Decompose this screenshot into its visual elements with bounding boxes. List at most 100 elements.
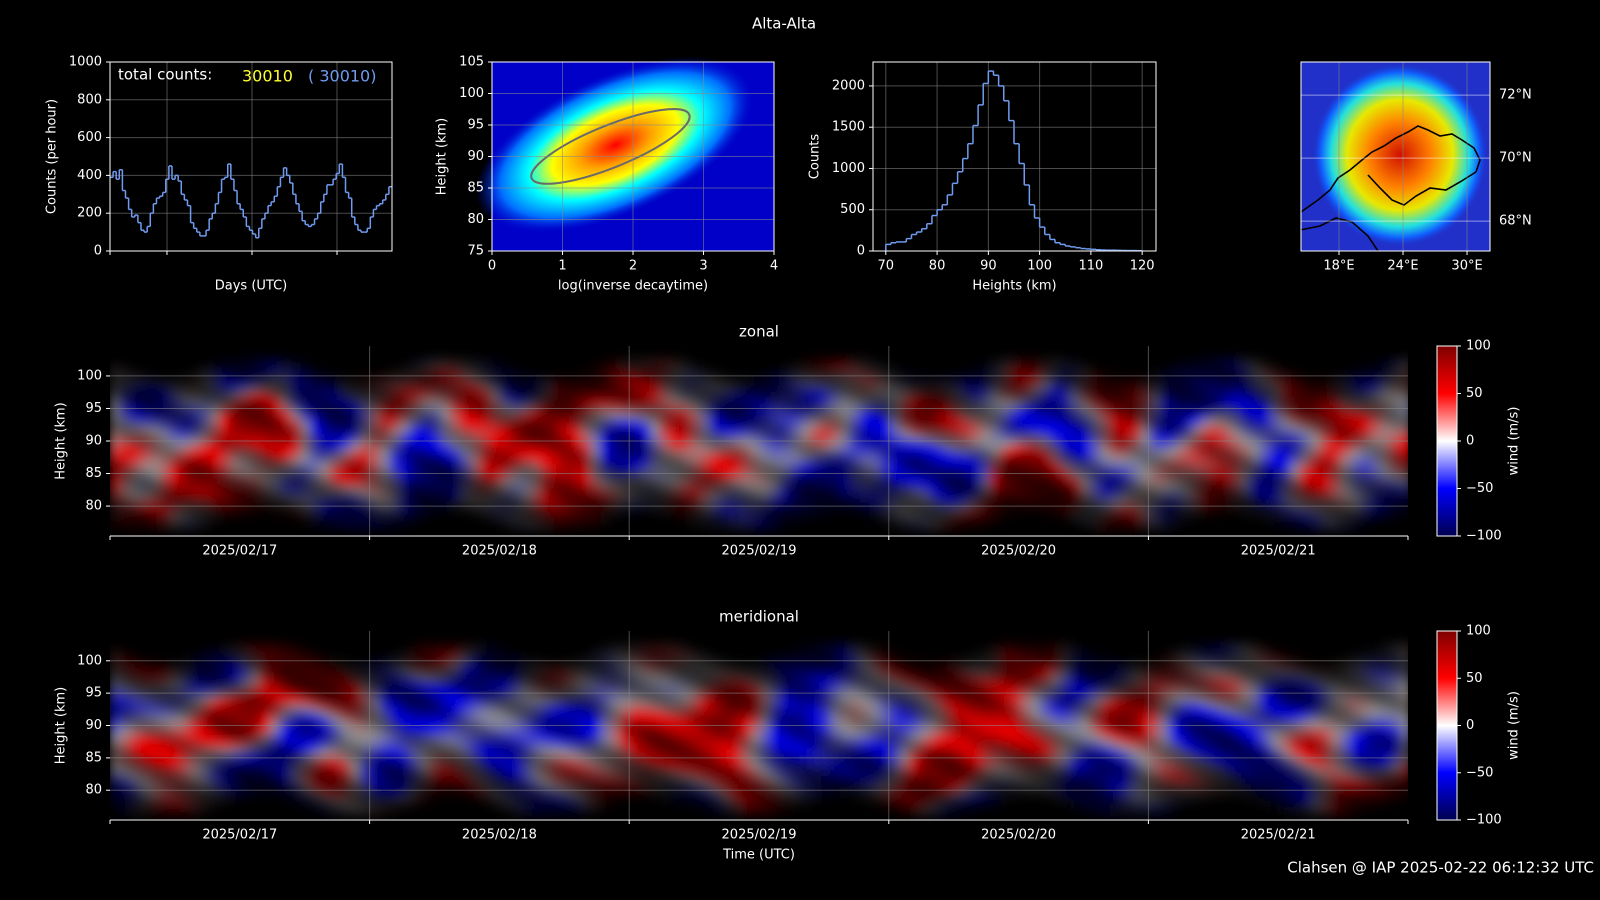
wind-cell [860, 434, 871, 442]
wind-cell [1110, 446, 1121, 454]
wind-cell [1270, 404, 1281, 412]
wind-cell [210, 356, 221, 363]
wind-cell [160, 743, 171, 751]
wind-cell [170, 791, 181, 799]
wind-cell [500, 488, 511, 496]
wind-cell [910, 488, 921, 496]
wind-cell [1270, 416, 1281, 424]
wind-cell [800, 422, 811, 430]
wind-cell [650, 392, 661, 400]
wind-cell [300, 512, 311, 520]
wind-cell [910, 524, 921, 532]
wind-cell [400, 458, 411, 466]
wind-cell [280, 671, 291, 679]
wind-cell [160, 410, 171, 418]
wind-cell [280, 803, 291, 810]
wind-cell [730, 434, 741, 442]
wind-cell [1210, 482, 1221, 490]
wind-cell [1340, 434, 1351, 442]
wind-cell [300, 356, 311, 363]
wind-cell [170, 647, 181, 654]
wind-cell [290, 665, 301, 673]
wind-cell [940, 488, 951, 496]
wind-cell [1350, 482, 1361, 490]
wind-cell [1120, 464, 1131, 472]
wind-cell [790, 482, 801, 490]
wind-cell [1220, 482, 1231, 490]
wind-cell [950, 356, 961, 363]
wind-cell [180, 392, 191, 400]
wind-cell [1380, 434, 1391, 442]
wind-cell [200, 725, 211, 733]
wind-cell [820, 380, 831, 388]
wind-cell [780, 524, 791, 532]
wind-cell [420, 362, 431, 370]
wind-cell [340, 368, 351, 375]
wind-cell [240, 647, 251, 655]
wind-cell [430, 524, 441, 531]
wind-cell [1360, 386, 1371, 394]
wind-cell [790, 386, 801, 394]
wind-cell [900, 446, 911, 454]
wind-cell [460, 482, 471, 490]
wind-cell [740, 380, 751, 388]
wind-cell [660, 458, 671, 466]
wind-cell [210, 488, 221, 496]
wind-cell [560, 374, 571, 382]
wind-cell [1240, 434, 1251, 442]
wind-cell [310, 641, 321, 648]
wind-cell [900, 458, 911, 466]
wind-cell [310, 773, 321, 781]
wind-cell [1090, 488, 1101, 496]
wind-cell [840, 362, 851, 370]
wind-cell [1360, 506, 1371, 514]
wind-cell [750, 392, 761, 400]
wind-cell [720, 452, 731, 460]
wind-cell [160, 446, 171, 454]
wind-cell [1330, 494, 1341, 502]
wind-cell [530, 488, 541, 496]
wind-cell [1180, 476, 1191, 484]
wind-cell [910, 380, 921, 388]
wind-cell [330, 665, 341, 673]
wind-cell [340, 464, 351, 472]
wind-cell [260, 707, 271, 715]
wind-cell [670, 506, 681, 514]
wind-cell [460, 458, 471, 466]
wind-cell [1000, 518, 1011, 525]
wind-cell [660, 524, 671, 531]
wind-cell [300, 743, 311, 751]
wind-cell [720, 476, 731, 484]
wind-cell [450, 368, 461, 376]
wind-cell [460, 380, 471, 388]
wind-cell [1320, 512, 1331, 520]
wind-cell [1120, 482, 1131, 490]
wind-cell [1390, 404, 1401, 412]
wind-cell [1180, 356, 1191, 363]
wind-cell [1170, 356, 1181, 363]
wind-cell [470, 440, 481, 448]
wind-cell [710, 488, 721, 496]
wind-cell [1180, 434, 1191, 442]
wind-cell [150, 677, 161, 685]
wind-cell [200, 743, 211, 751]
wind-cell [1180, 446, 1191, 454]
wind-cell [470, 482, 481, 490]
wind-cell [200, 773, 211, 781]
wind-cell [1390, 500, 1401, 508]
wind-cell [970, 494, 981, 502]
wind-cell [130, 755, 141, 763]
wind-cell [920, 512, 931, 520]
wind-cell [610, 398, 621, 406]
wind-cell [540, 458, 551, 466]
wind-cell [490, 506, 501, 514]
wind-cell [290, 701, 301, 709]
wind-cell [430, 458, 441, 466]
wind-cell [490, 392, 501, 400]
wind-cell [220, 404, 231, 412]
wind-cell [450, 512, 461, 519]
wind-cell [170, 809, 181, 817]
wind-cell [1080, 500, 1091, 508]
wind-cell [840, 410, 851, 418]
wind-cell [790, 368, 801, 376]
